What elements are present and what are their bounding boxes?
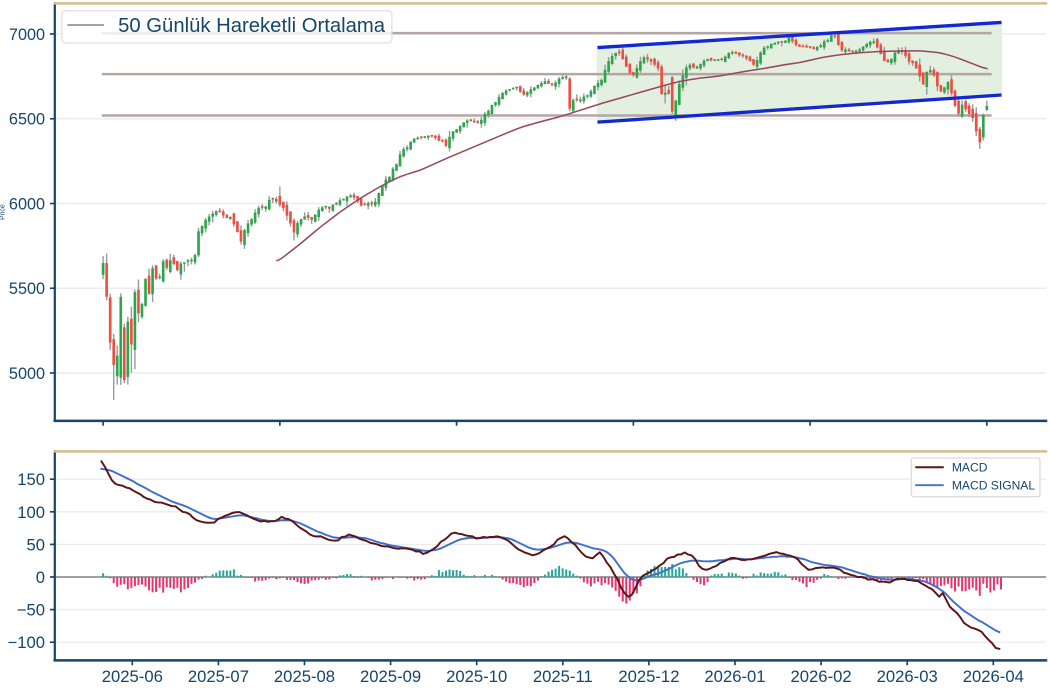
svg-text:50: 50 — [27, 535, 46, 554]
svg-text:7000: 7000 — [9, 26, 45, 44]
svg-text:6500: 6500 — [9, 111, 45, 129]
svg-text:150: 150 — [17, 470, 45, 489]
svg-text:2025-11: 2025-11 — [533, 667, 593, 683]
svg-text:Price: Price — [0, 204, 7, 220]
svg-text:5000: 5000 — [9, 365, 45, 383]
svg-text:5500: 5500 — [9, 280, 45, 298]
svg-text:−50: −50 — [17, 601, 45, 620]
svg-text:50 Günlük Hareketli Ortalama: 50 Günlük Hareketli Ortalama — [118, 15, 386, 37]
svg-text:0: 0 — [36, 568, 45, 587]
svg-text:−100: −100 — [8, 633, 46, 652]
svg-text:2026-02: 2026-02 — [791, 667, 852, 683]
svg-text:2025-06: 2025-06 — [102, 667, 163, 683]
svg-text:2025-12: 2025-12 — [618, 667, 679, 683]
svg-text:MACD SIGNAL: MACD SIGNAL — [952, 478, 1036, 492]
svg-text:2026-01: 2026-01 — [704, 667, 765, 683]
svg-text:2026-03: 2026-03 — [877, 667, 938, 683]
svg-text:2025-10: 2025-10 — [446, 667, 507, 683]
svg-text:MACD: MACD — [952, 460, 988, 474]
svg-text:2025-09: 2025-09 — [360, 667, 421, 683]
svg-text:2025-07: 2025-07 — [188, 667, 249, 683]
svg-text:2026-04: 2026-04 — [963, 667, 1024, 683]
svg-text:100: 100 — [17, 503, 45, 522]
svg-text:2025-08: 2025-08 — [274, 667, 335, 683]
svg-text:6000: 6000 — [9, 195, 45, 213]
